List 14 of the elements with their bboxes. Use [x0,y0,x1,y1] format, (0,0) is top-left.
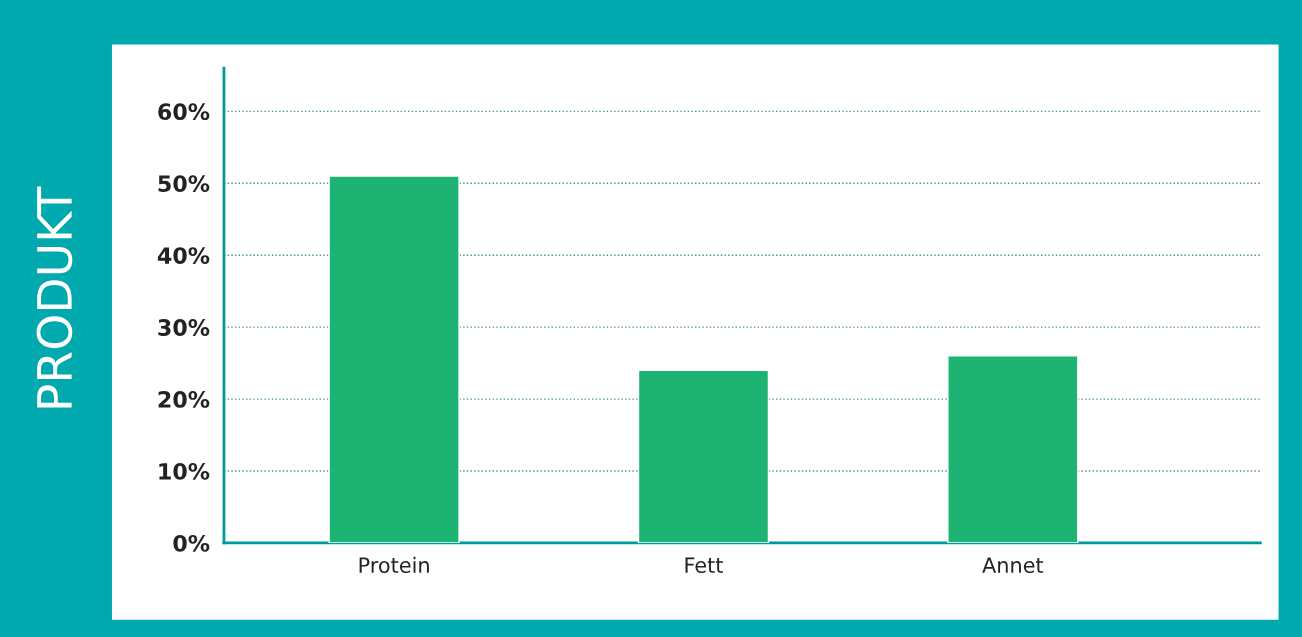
bar [947,355,1079,543]
bar [328,175,460,543]
x-tick-label: Fett [685,557,723,573]
y-tick-label: 50% [158,175,210,193]
y-tick-label: 30% [158,319,210,336]
x-tick-label: Annet [982,557,1044,573]
y-tick-label: 40% [157,247,210,264]
y-axis-title: PRODUKT [36,186,73,408]
y-tick-label: 60% [158,103,210,121]
y-tick-label: 10% [159,462,210,480]
y-tick-label: 20% [158,391,210,408]
y-tick-label: 0% [173,534,210,552]
x-tick-label: Protein [359,556,429,573]
bar [637,369,770,543]
